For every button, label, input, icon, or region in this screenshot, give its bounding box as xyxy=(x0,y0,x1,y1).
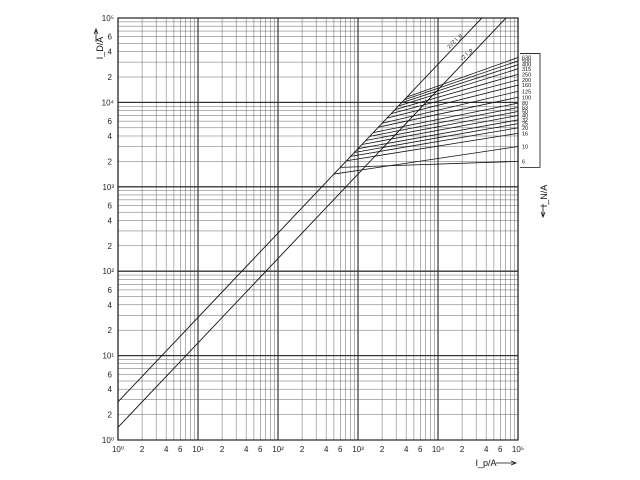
y-tick-label: 10³ xyxy=(102,183,114,192)
reference-line xyxy=(118,18,483,403)
y-minor-tick-label: 2 xyxy=(108,157,113,166)
series-label-160: 160 xyxy=(522,83,531,89)
y-minor-tick-label: 4 xyxy=(108,48,113,57)
series-label-250: 250 xyxy=(522,72,531,78)
series-line xyxy=(398,68,518,107)
y-tick-label: 10⁰ xyxy=(102,436,114,445)
y-minor-tick-label: 4 xyxy=(108,385,113,394)
x-minor-tick-label: 4 xyxy=(164,445,169,454)
series-line xyxy=(346,132,518,162)
series-label-25: 25 xyxy=(522,122,528,128)
series-label-32: 32 xyxy=(522,118,528,124)
y-minor-tick-label: 6 xyxy=(108,370,113,379)
reference-line-label: 2√2 I_p xyxy=(446,32,464,50)
series-label-400: 400 xyxy=(522,63,531,69)
x-minor-tick-label: 2 xyxy=(300,445,305,454)
y-minor-tick-label: 4 xyxy=(108,301,113,310)
y-minor-tick-label: 6 xyxy=(108,33,113,42)
x-minor-tick-label: 6 xyxy=(178,445,183,454)
series-label-6: 6 xyxy=(522,159,525,165)
y-minor-tick-label: 6 xyxy=(108,117,113,126)
reference-lines xyxy=(118,18,507,428)
series-line xyxy=(386,84,518,119)
series-line xyxy=(381,91,518,124)
series-line xyxy=(333,146,518,175)
y-minor-tick-label: 2 xyxy=(108,326,113,335)
series-line xyxy=(369,107,518,137)
series-line xyxy=(406,57,518,98)
y-tick-label: 10¹ xyxy=(102,352,114,361)
series-line xyxy=(361,115,518,145)
x-tick-label: 10⁴ xyxy=(432,445,445,454)
series-label-100: 100 xyxy=(522,95,531,101)
y-minor-tick-label: 6 xyxy=(108,202,113,211)
y-minor-tick-label: 2 xyxy=(108,73,113,82)
series-line xyxy=(354,123,518,153)
plot-frame xyxy=(117,17,519,441)
series-lines xyxy=(333,57,518,175)
x-minor-tick-label: 6 xyxy=(258,445,263,454)
x-tick-label: 10¹ xyxy=(192,445,204,454)
series-label-630: 630 xyxy=(522,56,531,62)
x-minor-tick-label: 4 xyxy=(324,445,329,454)
series-label-20: 20 xyxy=(522,126,528,132)
x-minor-tick-label: 6 xyxy=(498,445,503,454)
y-minor-tick-label: 4 xyxy=(108,132,113,141)
series-label-315: 315 xyxy=(522,67,531,73)
series-line xyxy=(391,79,518,115)
series-label-16: 16 xyxy=(522,131,528,137)
reference-line xyxy=(118,18,507,428)
series-line xyxy=(401,64,518,104)
x-tick-label: 10⁵ xyxy=(512,445,524,454)
x-minor-tick-label: 2 xyxy=(140,445,145,454)
y-minor-tick-label: 2 xyxy=(108,242,113,251)
series-label-125: 125 xyxy=(522,89,531,95)
x-minor-tick-label: 2 xyxy=(460,445,465,454)
x-minor-tick-label: 2 xyxy=(380,445,385,454)
series-label-500: 500 xyxy=(522,59,531,65)
x-minor-tick-label: 4 xyxy=(404,445,409,454)
series-line xyxy=(378,96,518,128)
x-tick-label: 10² xyxy=(272,445,284,454)
plot-border xyxy=(117,17,519,441)
series-line xyxy=(394,73,518,111)
x-minor-tick-label: 4 xyxy=(484,445,489,454)
series-label-40: 40 xyxy=(522,113,528,119)
series-label-200: 200 xyxy=(522,78,531,84)
series-label-63: 63 xyxy=(522,106,528,112)
y-minor-tick-label: 4 xyxy=(108,216,113,225)
series-line xyxy=(357,119,518,150)
x-minor-tick-label: 4 xyxy=(244,445,249,454)
series-bracket xyxy=(520,53,541,168)
x-tick-label: 10³ xyxy=(352,445,364,454)
axis-arrows xyxy=(93,27,546,466)
series-label-80: 80 xyxy=(522,101,528,107)
right-axis-title: I_N/A xyxy=(539,185,549,208)
x-axis-title: I_p/A xyxy=(475,458,496,468)
y-tick-label: 10² xyxy=(102,267,114,276)
y-axis-title: I_D/A xyxy=(95,37,105,60)
x-minor-tick-label: 6 xyxy=(338,445,343,454)
series-line xyxy=(365,111,518,141)
y-minor-tick-label: 6 xyxy=(108,286,113,295)
x-minor-tick-label: 2 xyxy=(220,445,225,454)
series-line xyxy=(373,102,518,133)
series-label-10: 10 xyxy=(522,145,528,151)
y-minor-tick-label: 2 xyxy=(108,411,113,420)
series-label-50: 50 xyxy=(522,110,528,116)
y-tick-label: 10⁴ xyxy=(102,98,115,107)
x-tick-label: 10⁰ xyxy=(112,445,124,454)
x-minor-tick-label: 6 xyxy=(418,445,423,454)
series-line xyxy=(340,160,518,168)
series-line xyxy=(404,60,518,101)
series-line xyxy=(350,127,518,157)
y-tick-label: 10⁵ xyxy=(102,14,114,23)
